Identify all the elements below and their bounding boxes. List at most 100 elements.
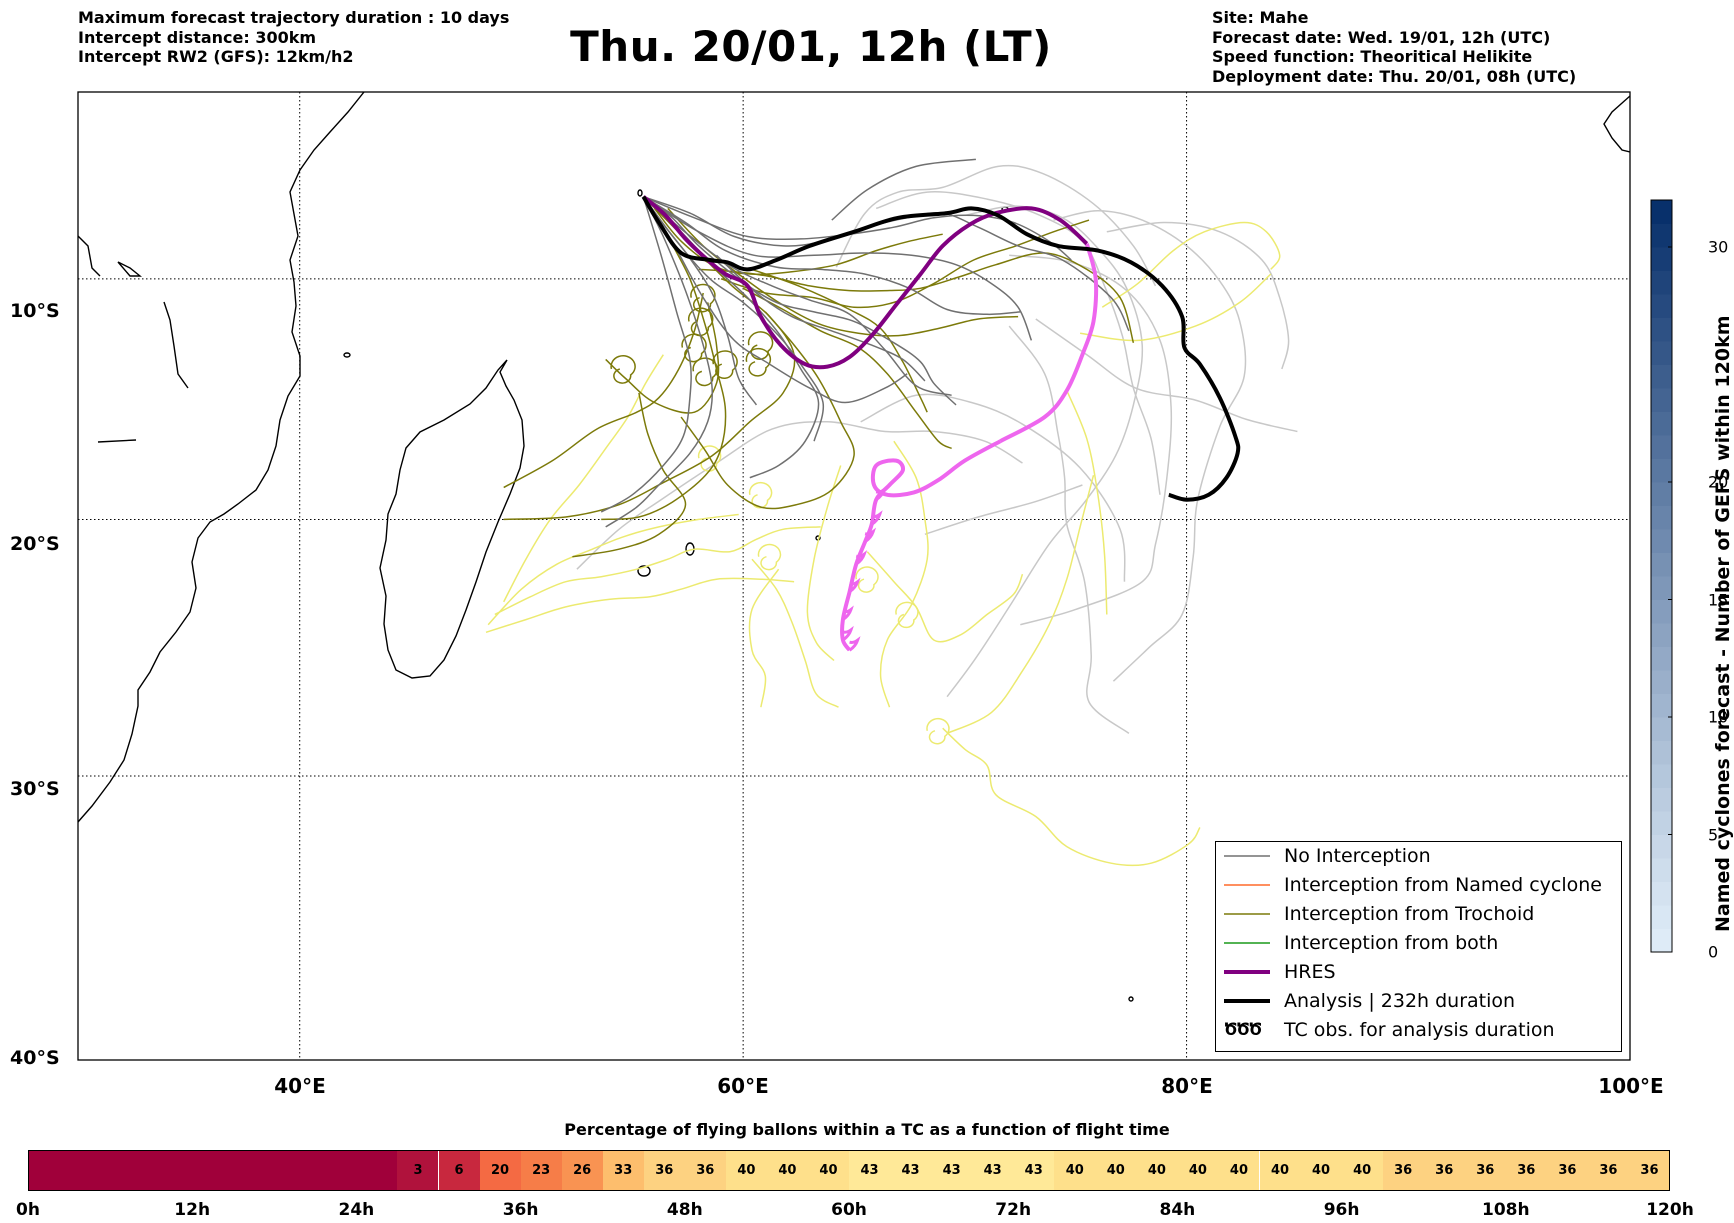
lat-label-30s: 30°S <box>10 778 60 800</box>
percentage-bar-tick: 0h <box>16 1200 40 1220</box>
legend-swatch <box>1224 942 1270 944</box>
percentage-bar-tick: 108h <box>1482 1200 1530 1220</box>
light-member-track <box>1106 221 1290 370</box>
site-text: Site: Mahe <box>1212 8 1309 27</box>
no-interception-track <box>831 158 976 221</box>
map-legend: No Interception Interception from Named … <box>1215 841 1622 1052</box>
lat-label-10s: 10°S <box>10 300 60 322</box>
trochoid-track <box>751 268 928 413</box>
yellow-member-track <box>866 551 1024 643</box>
speed-function-text: Speed function: Theoritical Helikite <box>1212 47 1533 66</box>
lat-label-40s: 40°S <box>10 1047 60 1069</box>
yellow-loop <box>697 445 722 472</box>
max-duration-text: Maximum forecast trajectory duration : 1… <box>78 8 510 27</box>
tc-obs-symbol: ԾԾԾ <box>1224 1020 1262 1040</box>
mozambique-island <box>163 301 189 389</box>
map-frame <box>77 91 1631 1061</box>
percentage-bar-tick: 84h <box>1159 1200 1196 1220</box>
no-interception-track <box>643 196 1072 261</box>
tc-obs-hook <box>848 577 861 594</box>
percentage-bar-cell: 20 <box>479 1150 521 1191</box>
light-member-track <box>576 420 1023 570</box>
forecast-date-text: Forecast date: Wed. 19/01, 12h (UTC) <box>1212 27 1551 47</box>
light-member-track <box>924 484 1083 536</box>
graticule <box>78 92 1630 1060</box>
legend-no-interception: No Interception <box>1224 844 1431 868</box>
legend-analysis: Analysis | 232h duration <box>1224 989 1515 1013</box>
yellow-member-track <box>942 727 1201 867</box>
percentage-bar-cell: 43 <box>890 1150 932 1191</box>
lon-label-100e: 100°E <box>1598 1074 1664 1098</box>
light-member-track <box>1053 210 1247 682</box>
tc-obs-hook <box>848 636 861 652</box>
percentage-bar-tick: 24h <box>338 1200 375 1220</box>
tc-obs-track <box>999 243 1099 443</box>
legend-swatch <box>1224 913 1270 915</box>
yellow-loop <box>757 543 782 571</box>
yellow-member-track <box>806 465 842 662</box>
light-member-track <box>875 191 1161 495</box>
percentage-bar-cell: 36 <box>643 1150 685 1191</box>
light-member-track <box>835 164 1157 287</box>
legend-swatch <box>1224 884 1270 886</box>
percentage-bar-cell: 36 <box>1464 1150 1506 1191</box>
analysis-track <box>641 195 1241 502</box>
intercept-rw2-text: Intercept RW2 (GFS): 12km/h2 <box>78 47 354 66</box>
trochoid-track <box>601 236 727 521</box>
madagascar-coastline <box>379 359 525 679</box>
percentage-bar-cell: 43 <box>972 1150 1014 1191</box>
yellow-loop <box>895 601 919 629</box>
map-title-text: Thu. 20/01, 12h (LT) <box>570 22 1052 71</box>
percentage-bar-cell: 3 <box>397 1150 439 1191</box>
analysis-line <box>641 195 1241 502</box>
legend-trochoid: Interception from Trochoid <box>1224 902 1534 926</box>
no-interception-track <box>600 196 692 513</box>
percentage-bar-tick: 72h <box>995 1200 1032 1220</box>
percentage-bar-cell: 40 <box>1218 1150 1260 1191</box>
cyclone-colorbar-tick: 20 <box>1708 472 1729 492</box>
percentage-bar-zero-segment <box>28 1150 398 1191</box>
legend-hres: HRES <box>1224 960 1336 984</box>
lat-label-20s: 20°S <box>10 533 60 555</box>
trochoid-loop <box>745 347 772 377</box>
percentage-bar-cell: 6 <box>438 1150 480 1191</box>
percentage-bar-cell: 36 <box>1628 1150 1670 1191</box>
yellow-member-track <box>1080 273 1272 342</box>
percentage-bar-title: Percentage of flying ballons within a TC… <box>564 1120 1170 1139</box>
percentage-bar-cell: 23 <box>520 1150 562 1191</box>
legend-swatch <box>1224 855 1270 857</box>
percentage-bar-cell: 40 <box>1300 1150 1342 1191</box>
lon-label-40e: 40°E <box>274 1074 326 1098</box>
percentage-bar-cell: 36 <box>1382 1150 1424 1191</box>
trochoid-track <box>503 196 796 521</box>
hres-track <box>642 195 1099 652</box>
coastlines <box>78 92 1630 1002</box>
lon-label-60e: 60°E <box>717 1074 769 1098</box>
legend-tc-obs: ԾԾԾ TC obs. for analysis duration <box>1224 1018 1555 1042</box>
no-interception-track <box>642 196 957 406</box>
legend-label: Interception from Named cyclone <box>1284 874 1602 896</box>
seychelles-island <box>637 189 643 197</box>
trochoid-track <box>680 311 855 510</box>
no-interception-track <box>642 196 908 404</box>
legend-label: Interception from both <box>1284 932 1499 954</box>
percentage-bar-cell: 36 <box>1587 1150 1629 1191</box>
yellow-member-track <box>879 440 929 708</box>
trochoid-loop <box>687 307 714 337</box>
yellow-member-track <box>494 526 821 616</box>
intercept-distance-text: Intercept distance: 300km <box>78 27 317 47</box>
yellow-loop <box>855 566 879 593</box>
percentage-bar-tick: 36h <box>502 1200 539 1220</box>
light-member-track <box>1008 325 1130 735</box>
legend-both: Interception from both <box>1224 931 1498 955</box>
legend-label: Interception from Trochoid <box>1284 903 1535 925</box>
deployment-date-text: Deployment date: Thu. 20/01, 08h (UTC) <box>1212 66 1577 86</box>
trochoid-track <box>742 287 952 450</box>
site-info: Site: Mahe Forecast date: Wed. 19/01, 12… <box>1212 8 1576 86</box>
percentage-bar-tick: 48h <box>666 1200 703 1220</box>
percentage-bar-cell: 36 <box>1505 1150 1547 1191</box>
legend-label: No Interception <box>1284 845 1431 867</box>
tc-obs-hook <box>875 485 888 501</box>
forecast-parameters: Maximum forecast trajectory duration : 1… <box>78 8 509 67</box>
